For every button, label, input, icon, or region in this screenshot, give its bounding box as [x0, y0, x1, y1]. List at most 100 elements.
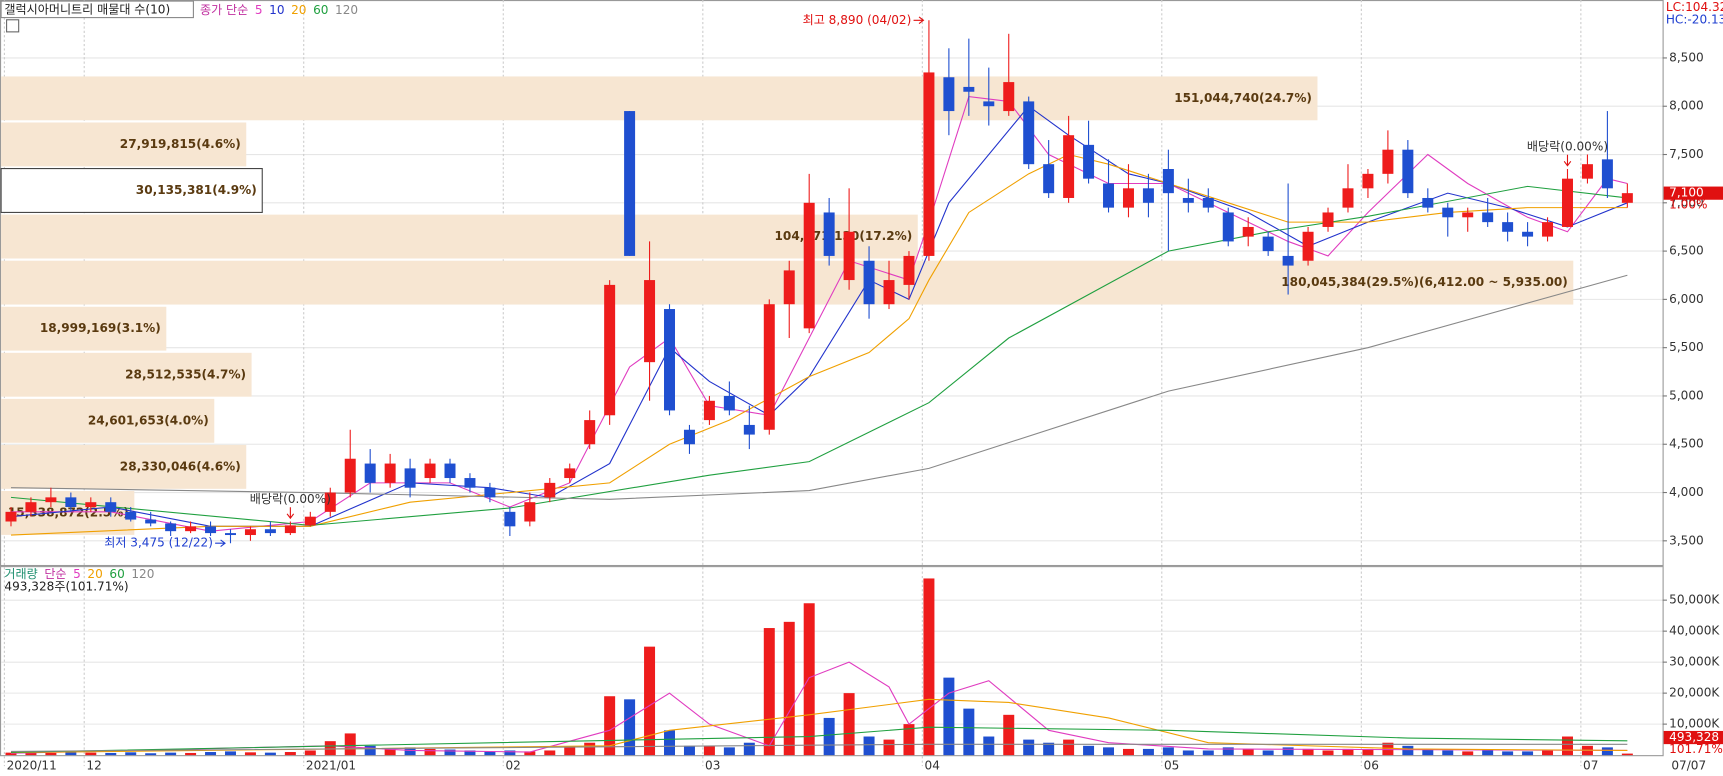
lc-label: LC:104.32	[1666, 0, 1723, 14]
profile-label: 28,512,535(4.7%)	[125, 367, 246, 381]
volume-bar	[823, 717, 835, 756]
moving-average	[10, 661, 1628, 754]
candle-body	[963, 86, 975, 92]
candle-body	[1542, 222, 1554, 237]
chart-title: 갤럭시아머니트리 매물대 수(10)	[4, 2, 170, 16]
profile-bar	[1, 352, 252, 397]
legend-entry: 120	[335, 2, 358, 16]
volume-bar	[1342, 748, 1354, 756]
y-tick-label: 5,500	[1669, 340, 1704, 354]
volume-bar	[803, 603, 815, 756]
candle-body	[903, 255, 915, 285]
volume-bar	[783, 621, 795, 756]
volume-bar	[205, 752, 217, 756]
profile-bar	[1, 444, 247, 489]
volume-bar	[384, 748, 396, 756]
volume-bar	[1162, 747, 1174, 756]
last-change: 1.00%	[1669, 198, 1707, 212]
volume-bar	[664, 730, 676, 756]
x-tick-label: 02	[505, 759, 520, 773]
candle-body	[1382, 149, 1394, 174]
volume-bar	[564, 747, 576, 756]
volume-bar	[683, 745, 695, 756]
candle-body	[344, 458, 356, 493]
candle-body	[1282, 255, 1294, 266]
volume-bar	[604, 696, 616, 756]
volume-bar	[225, 751, 236, 756]
candle-body	[1103, 183, 1115, 208]
moving-average	[10, 698, 1628, 754]
candle-body	[504, 511, 516, 527]
volume-bar	[1542, 750, 1554, 756]
candle-body	[1063, 135, 1075, 198]
volume-bar	[304, 750, 316, 756]
volume-bar	[1202, 750, 1214, 756]
volume-bar	[863, 736, 875, 756]
last-price: 7,100	[1669, 186, 1704, 200]
volume-bar	[1621, 753, 1633, 756]
x-tick-label: 03	[705, 759, 720, 773]
candle-body	[1142, 188, 1154, 203]
volume-bar	[624, 699, 636, 756]
volume-bar	[444, 749, 456, 756]
volume-bar	[1182, 750, 1194, 756]
candle-body	[544, 482, 556, 498]
legend-entry: 10	[269, 2, 284, 16]
candle-body	[584, 420, 596, 445]
candle-body	[1023, 101, 1035, 165]
profile-bar	[1, 214, 918, 259]
volume-bar	[1402, 745, 1414, 756]
volume-info: 493,328주(101.71%)	[4, 579, 128, 593]
candle-body	[484, 487, 496, 498]
arrow	[1563, 154, 1572, 167]
volume-bar	[743, 742, 755, 756]
candle-body	[424, 463, 436, 479]
legend-entry: 20	[291, 2, 306, 16]
profile-label: 15,338,872(2.5%)	[8, 505, 129, 519]
y-tick-label: 6,500	[1669, 244, 1704, 258]
candle-body	[284, 525, 296, 534]
arrow	[913, 16, 925, 25]
volume-bar	[843, 693, 855, 756]
y-tick-label: 4,500	[1669, 437, 1704, 451]
title-box	[0, 0, 194, 19]
candle-body	[1422, 197, 1434, 208]
profile-label: 18,999,169(3.1%)	[40, 321, 161, 335]
volume-bar	[1422, 748, 1434, 756]
volume-bar	[644, 646, 656, 756]
candle-body	[324, 492, 336, 512]
profile-bar	[0, 168, 263, 213]
volume-bar	[344, 733, 356, 756]
candle-body	[863, 260, 875, 305]
candle-body	[165, 523, 177, 532]
y-tick-label: 4,000	[1669, 485, 1704, 499]
candle-body	[1442, 207, 1454, 218]
candle-body	[624, 111, 636, 256]
candle-body	[1462, 212, 1474, 218]
profile-label: 104,871,130(17.2%)	[775, 229, 913, 243]
candle-body	[1202, 197, 1214, 208]
candle-body	[1162, 169, 1174, 194]
candle-body	[1581, 164, 1593, 179]
arrow	[215, 539, 226, 547]
volume-bar	[125, 752, 137, 756]
candle-body	[1522, 231, 1534, 237]
volume-bar	[1302, 748, 1314, 756]
menu-icon[interactable]	[6, 19, 20, 33]
arrow	[286, 507, 295, 520]
candle-body	[1601, 159, 1613, 189]
candle-body	[5, 511, 17, 522]
candle-body	[743, 424, 755, 435]
end-date: 07/07	[1671, 759, 1706, 773]
candle-body	[1222, 212, 1234, 242]
candle-body	[644, 280, 656, 363]
volume-bar	[1561, 736, 1573, 756]
candle-body	[1242, 226, 1254, 237]
last-volume: 493,328	[1669, 730, 1719, 744]
volume-bar	[544, 750, 556, 756]
volume-bar	[105, 752, 117, 756]
moving-average	[10, 726, 1628, 753]
y-tick-label: 3,500	[1669, 533, 1704, 547]
candle-body	[1302, 231, 1314, 261]
